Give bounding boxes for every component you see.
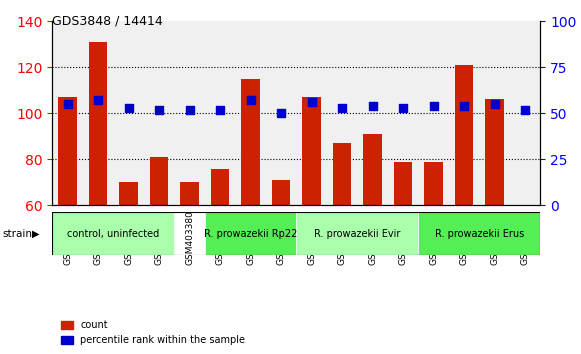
Bar [211,169,229,205]
Text: GDS3848 / 14414: GDS3848 / 14414 [52,14,163,27]
Bar [424,162,443,205]
Point [490,101,499,107]
Point [307,99,316,105]
Bar [485,99,504,205]
Bar [150,157,168,205]
FancyBboxPatch shape [418,212,540,255]
Point [216,107,225,113]
Text: R. prowazekii Erus: R. prowazekii Erus [435,229,524,239]
Point [368,103,377,109]
Point [338,105,347,110]
Bar [272,180,290,205]
Point [246,98,255,103]
Point [155,107,164,113]
Bar [333,143,351,205]
Bar [363,134,382,205]
Text: strain: strain [3,229,33,239]
Bar [89,42,107,205]
Point [521,107,530,113]
Point [63,101,72,107]
Bar [394,162,412,205]
Point [399,105,408,110]
FancyBboxPatch shape [296,212,418,255]
Bar [302,97,321,205]
Text: R. prowazekii Rp22: R. prowazekii Rp22 [204,229,297,239]
Text: ▶: ▶ [32,229,40,239]
Point [460,103,469,109]
Bar [455,65,473,205]
FancyBboxPatch shape [52,212,174,255]
Bar [119,182,138,205]
Bar [241,79,260,205]
Point [429,103,438,109]
Text: control, uninfected: control, uninfected [67,229,159,239]
Bar [58,97,77,205]
Bar [180,182,199,205]
Point [277,110,286,116]
Legend: count, percentile rank within the sample: count, percentile rank within the sample [57,316,249,349]
Point [124,105,133,110]
Point [185,107,194,113]
FancyBboxPatch shape [205,212,296,255]
Point [94,98,103,103]
Text: R. prowazekii Evir: R. prowazekii Evir [314,229,400,239]
